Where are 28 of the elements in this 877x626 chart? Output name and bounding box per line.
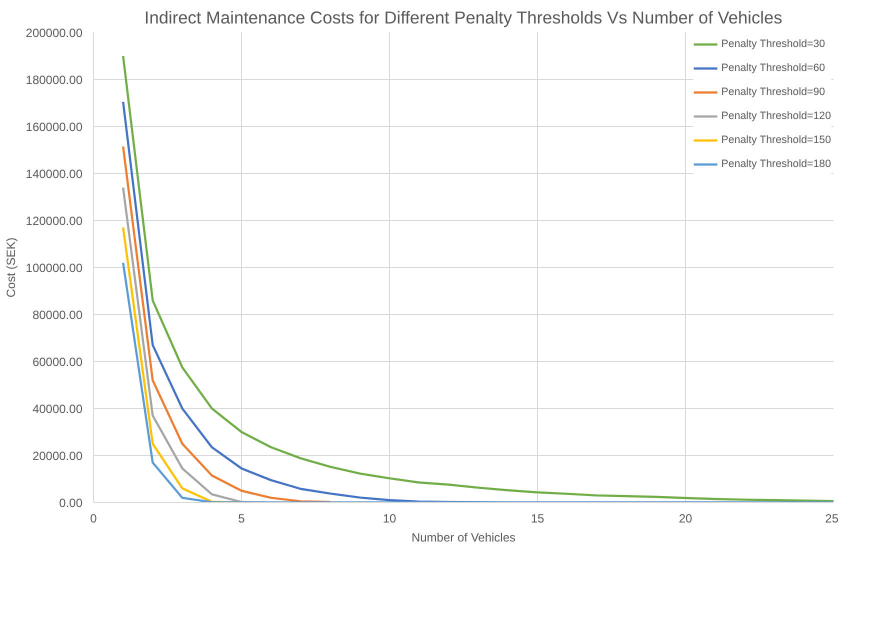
- y-tick-label: 200000.00: [26, 26, 83, 40]
- legend-label: Penalty Threshold=60: [721, 62, 826, 74]
- legend-label: Penalty Threshold=120: [721, 110, 831, 122]
- line-series: [122, 262, 834, 502]
- x-tick-label: 25: [825, 512, 839, 526]
- y-tick-label: 40000.00: [32, 402, 83, 416]
- y-tick-label: 140000.00: [26, 167, 83, 181]
- legend-label: Penalty Threshold=90: [721, 86, 826, 98]
- legend-label: Penalty Threshold=30: [721, 38, 826, 50]
- x-tick-label: 5: [238, 512, 246, 526]
- legend-label: Penalty Threshold=150: [721, 134, 831, 146]
- legend-label: Penalty Threshold=180: [721, 158, 831, 170]
- y-axis-title: Cost (SEK): [4, 237, 18, 298]
- x-axis-title: Number of Vehicles: [411, 530, 516, 544]
- y-tick-label: 120000.00: [26, 214, 83, 228]
- x-tick-label: 15: [530, 512, 544, 526]
- y-tick-label: 160000.00: [26, 120, 83, 134]
- line-series: [122, 145, 332, 502]
- x-tick-label: 20: [678, 512, 692, 526]
- y-tick-label: 100000.00: [26, 261, 83, 275]
- x-tick-label: 0: [90, 512, 98, 526]
- x-tick-label: 10: [382, 512, 396, 526]
- y-tick-label: 0.00: [59, 496, 83, 510]
- y-tick-label: 20000.00: [32, 449, 83, 463]
- chart-title: Indirect Maintenance Costs for Different Penalty Thresholds Vs Number of Vehicles: [144, 8, 783, 28]
- y-tick-label: 60000.00: [32, 355, 83, 369]
- y-tick-label: 180000.00: [26, 73, 83, 87]
- y-tick-label: 80000.00: [32, 308, 83, 322]
